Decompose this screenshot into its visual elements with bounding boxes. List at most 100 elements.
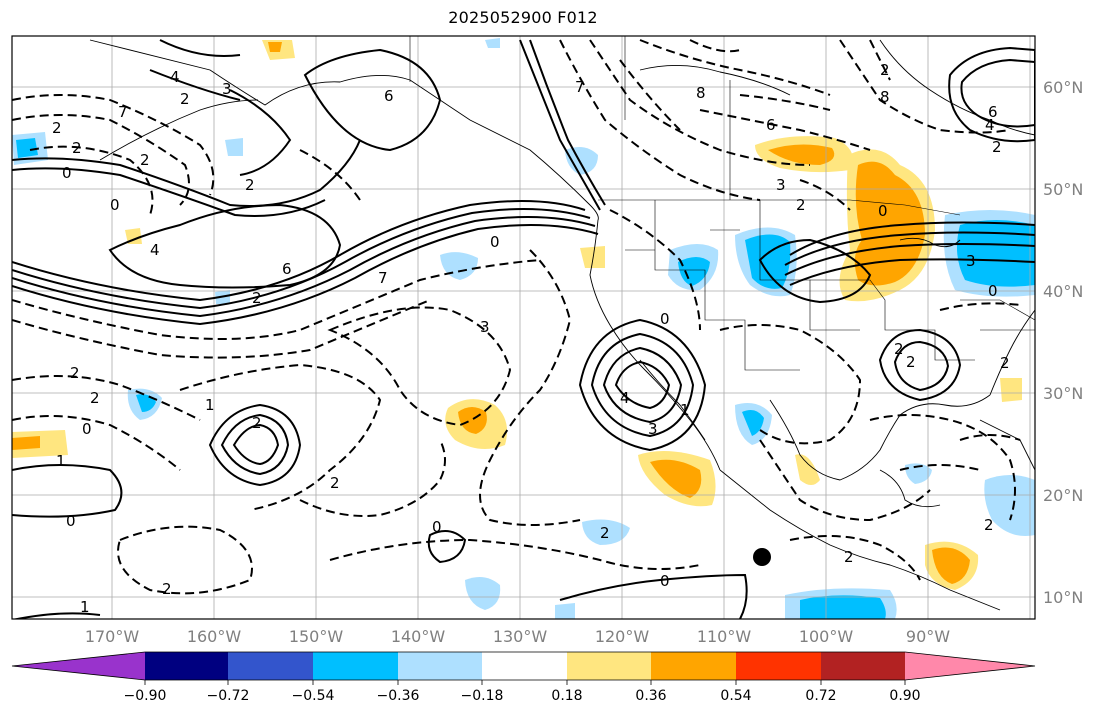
colorbar-segment [398, 652, 482, 680]
contour-label: 2 [330, 474, 340, 492]
contour-label: 2 [252, 414, 262, 432]
lon-label: 90°W [906, 627, 950, 646]
contour-label: 8 [880, 88, 890, 106]
lon-label: 130°W [493, 627, 548, 646]
lat-label: 50°N [1043, 180, 1083, 199]
lon-label: 100°W [799, 627, 854, 646]
lat-label: 30°N [1043, 384, 1083, 403]
colorbar-segment [145, 652, 228, 680]
contour-label: 2 [1000, 354, 1010, 372]
contour-label: 1 [80, 598, 90, 616]
contour-label: 2 [906, 353, 916, 371]
colorbar-tick-label: 0.36 [635, 688, 666, 704]
contour-label: 0 [62, 164, 72, 182]
contour-label: 0 [988, 282, 998, 300]
contour-labels: 4 3 2 2 7 0 2 2 4 6 2 0 7 0 3 2 2 1 0 1 … [52, 61, 1010, 616]
contour-label: 0 [432, 518, 442, 536]
contour-label: 0 [660, 310, 670, 328]
contour-label: 2 [72, 139, 82, 157]
lat-label: 20°N [1043, 486, 1083, 505]
contour-label: 2 [844, 548, 854, 566]
contour-label: 3 [648, 420, 658, 438]
contour-label: 3 [222, 80, 232, 98]
lat-label: 60°N [1043, 78, 1083, 97]
lon-label: 140°W [391, 627, 446, 646]
contour-label: 2 [162, 580, 172, 598]
colorbar-tick-label: 0.54 [720, 688, 751, 704]
contour-label: 2 [880, 61, 890, 79]
colorbar-tick-label: −0.36 [377, 688, 420, 704]
contour-label: 2 [796, 196, 806, 214]
colorbar-segment [482, 652, 567, 680]
colorbar: −0.90 −0.72 −0.54 −0.36 −0.18 0.18 0.36 … [11, 651, 1036, 704]
contour-label: 6 [384, 87, 394, 105]
longitude-labels: 170°W 160°W 150°W 140°W 130°W 120°W 110°… [85, 627, 950, 646]
contour-label: 2 [600, 524, 610, 542]
colorbar-segment [651, 652, 736, 680]
contour-label: 2 [140, 151, 150, 169]
contour-label: 4 [985, 116, 995, 134]
contour-label: 3 [776, 176, 786, 194]
contour-label: 0 [878, 202, 888, 220]
contour-label: 7 [378, 269, 388, 287]
contour-label: 2 [180, 90, 190, 108]
contour-label: 7 [118, 103, 128, 121]
colorbar-extend-left [12, 652, 145, 680]
contour-label: 2 [70, 364, 80, 382]
colorbar-tick-label: −0.90 [124, 688, 167, 704]
colorbar-tick-label: −0.18 [461, 688, 504, 704]
contour-label: 3 [966, 252, 976, 270]
contour-label: 1 [56, 452, 66, 470]
map-content: 4 3 2 2 7 0 2 2 4 6 2 0 7 0 3 2 2 1 0 1 … [12, 36, 1035, 619]
colorbar-segment [228, 652, 313, 680]
contour-label: 2 [984, 516, 994, 534]
contour-label: 0 [82, 420, 92, 438]
map-title: 2025052900 F012 [448, 8, 598, 27]
contour-label: 6 [282, 260, 292, 278]
contour-label: 8 [696, 84, 706, 102]
colorbar-ticks [144, 680, 906, 685]
contour-label: 2 [992, 138, 1002, 156]
lon-label: 160°W [187, 627, 242, 646]
contour-label: 2 [245, 176, 255, 194]
lon-label: 150°W [289, 627, 344, 646]
contour-label: 2 [894, 340, 904, 358]
contour-label: 0 [110, 196, 120, 214]
map-frame [11, 35, 1036, 620]
lon-label: 170°W [85, 627, 140, 646]
colorbar-segment [567, 652, 651, 680]
contour-label: 6 [988, 103, 998, 121]
colorbar-extend-right [905, 652, 1035, 680]
contour-label: 1 [680, 401, 690, 419]
contour-label: 2 [52, 119, 62, 137]
contour-label: 0 [490, 233, 500, 251]
colorbar-tick-label: −0.54 [292, 688, 335, 704]
gridlines [12, 36, 1035, 619]
contour-label: 0 [660, 572, 670, 590]
lat-label: 40°N [1043, 282, 1083, 301]
colorbar-tick-label: 0.90 [889, 688, 920, 704]
map-background [12, 36, 1035, 619]
contour-label: 4 [170, 68, 180, 86]
contour-label: 7 [575, 78, 585, 96]
lat-label: 10°N [1043, 588, 1083, 607]
colorbar-tick-label: 0.72 [805, 688, 836, 704]
location-marker [753, 548, 771, 566]
contour-label: 1 [205, 396, 215, 414]
colorbar-tick-label: 0.18 [551, 688, 582, 704]
lon-label: 110°W [697, 627, 752, 646]
solid-contours [12, 39, 1035, 619]
contour-label: 2 [90, 389, 100, 407]
borders [409, 36, 1035, 371]
contour-label: 3 [480, 318, 490, 336]
lon-label: 120°W [595, 627, 650, 646]
contour-label: 0 [66, 512, 76, 530]
latitude-labels: 60°N 50°N 40°N 30°N 20°N 10°N [1043, 78, 1083, 607]
colorbar-segment [821, 652, 905, 680]
colorbar-tick-label: −0.72 [207, 688, 250, 704]
colorbar-segment [313, 652, 398, 680]
colorbar-segment [736, 652, 821, 680]
dashed-contours [12, 39, 1021, 595]
contour-label: 4 [150, 241, 160, 259]
